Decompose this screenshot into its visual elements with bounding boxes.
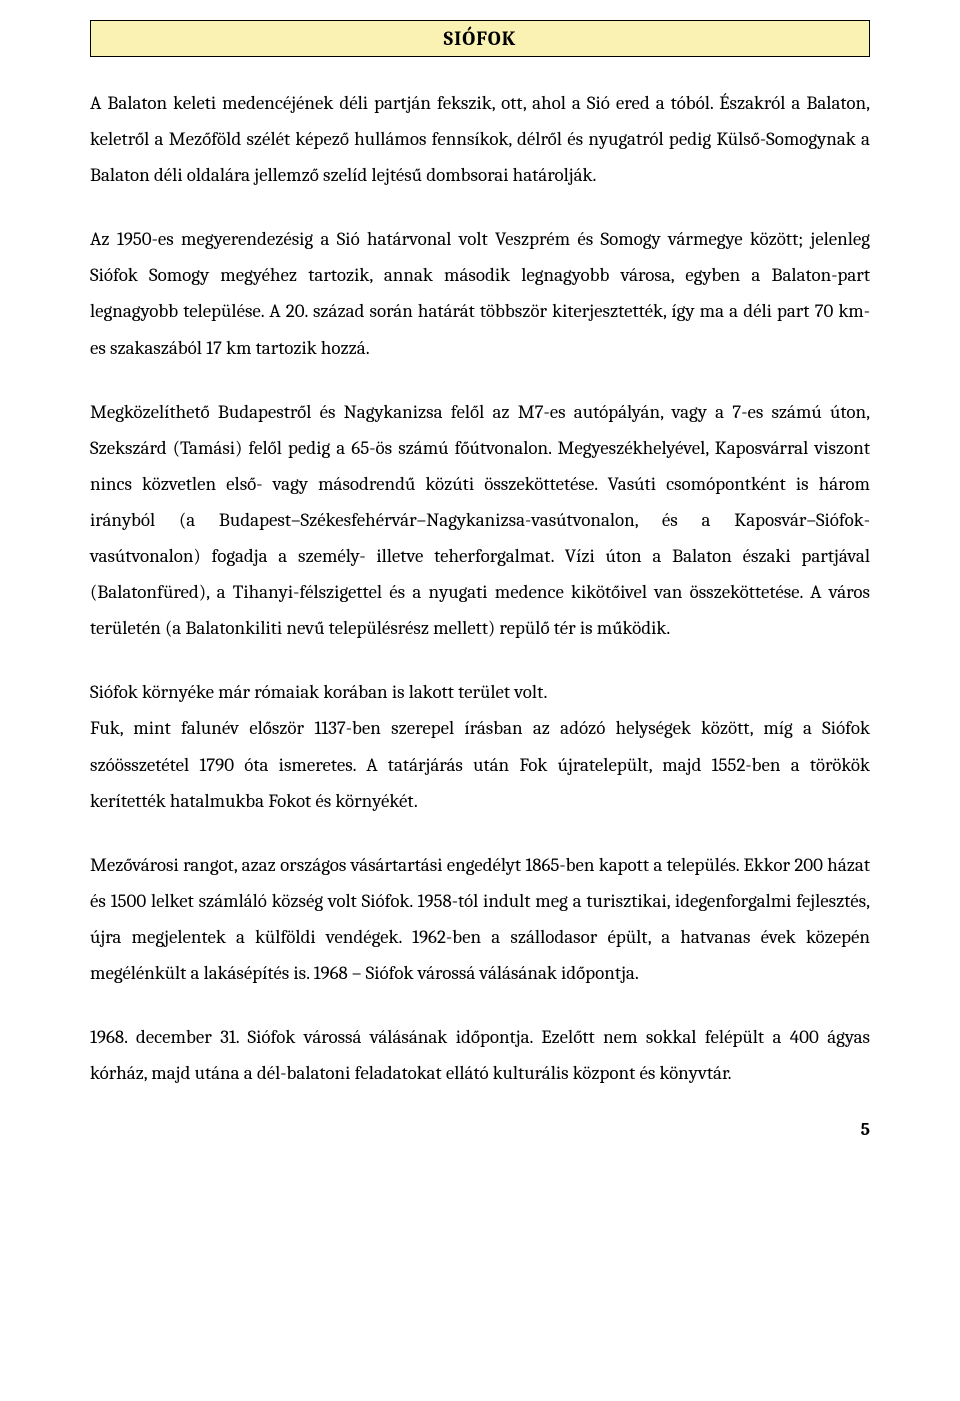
paragraph-5: Mezővárosi rangot, azaz országos vásárta… — [90, 847, 870, 991]
title-box: SIÓFOK — [90, 20, 870, 57]
document-title: SIÓFOK — [444, 27, 517, 50]
paragraph-1: A Balaton keleti medencéjének déli partj… — [90, 85, 870, 193]
paragraph-4a: Siófok környéke már rómaiak korában is l… — [90, 674, 870, 710]
paragraph-2: Az 1950-es megyerendezésig a Sió határvo… — [90, 221, 870, 365]
paragraph-group-4: Siófok környéke már rómaiak korában is l… — [90, 674, 870, 818]
paragraph-6: 1968. december 31. Siófok várossá válásá… — [90, 1019, 870, 1091]
paragraph-3: Megközelíthető Budapestről és Nagykanizs… — [90, 394, 870, 647]
paragraph-4b: Fuk, mint falunév először 1137-ben szere… — [90, 710, 870, 818]
page-number: 5 — [90, 1119, 870, 1140]
